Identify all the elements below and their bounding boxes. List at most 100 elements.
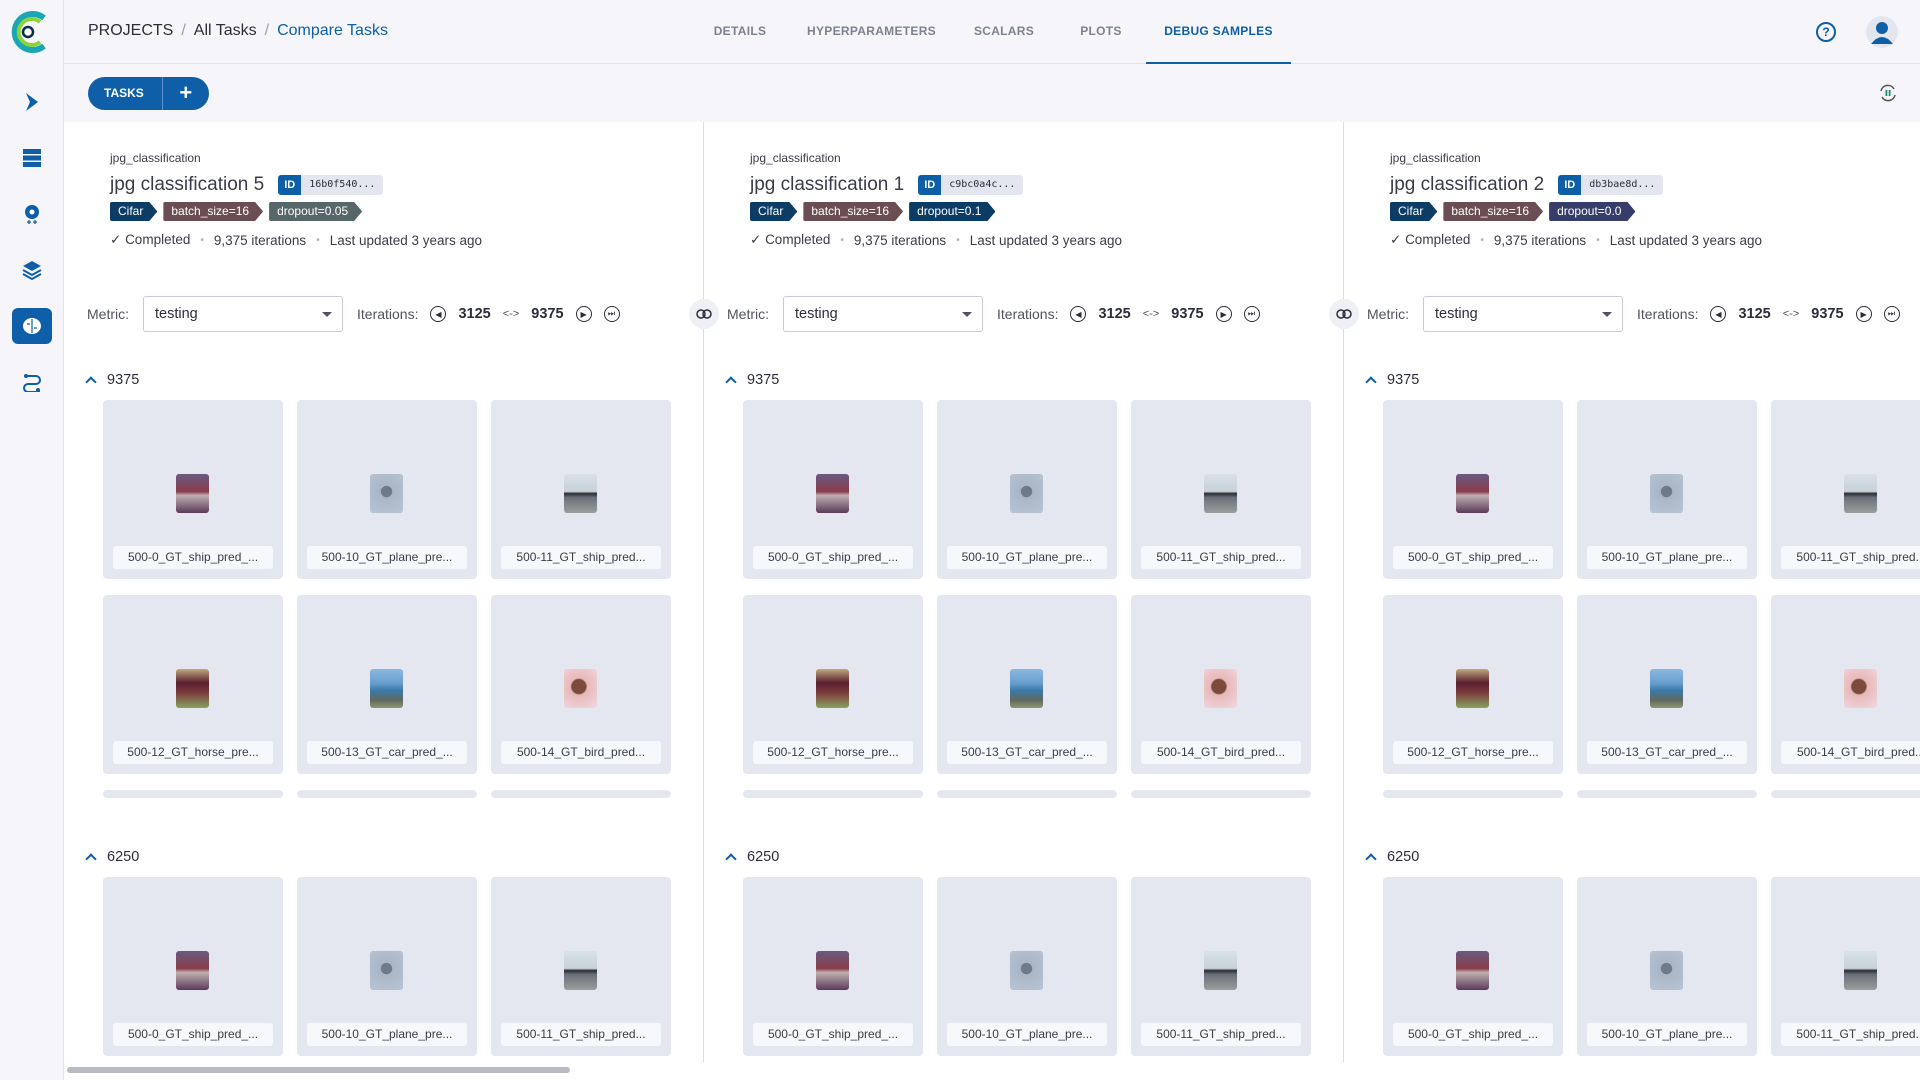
horizontal-scrollbar[interactable] — [67, 1067, 570, 1073]
task-id-badge[interactable]: ID db3bae8d... — [1558, 175, 1664, 195]
next-iteration-icon[interactable]: ▶ — [1215, 306, 1232, 322]
chevron-up-icon[interactable] — [85, 853, 97, 865]
sample-image[interactable] — [1010, 474, 1043, 513]
debug-sample-card[interactable] — [297, 790, 477, 798]
chevron-up-icon[interactable] — [85, 376, 97, 388]
debug-sample-card[interactable] — [1131, 790, 1311, 798]
debug-sample-card[interactable]: 500-13_GT_car_pred_... — [1577, 595, 1757, 774]
chevron-up-icon[interactable] — [725, 853, 737, 865]
add-task-button[interactable]: + — [179, 80, 193, 105]
link-scroll-icon[interactable] — [689, 299, 719, 329]
debug-sample-card[interactable]: 500-11_GT_ship_pred... — [1771, 877, 1920, 1056]
debug-sample-card[interactable]: 500-12_GT_horse_pre... — [103, 595, 283, 774]
tab-scalars[interactable]: SCALARS — [973, 24, 1035, 38]
last-iteration-icon[interactable]: ⏭ — [603, 306, 620, 322]
sidebar-item-orchestration-icon[interactable] — [12, 196, 52, 232]
chevron-up-icon[interactable] — [1365, 376, 1377, 388]
tab-details[interactable]: DETAILS — [713, 24, 767, 38]
debug-sample-card[interactable] — [1577, 790, 1757, 798]
sample-image[interactable] — [1010, 951, 1043, 990]
last-iteration-icon[interactable]: ⏭ — [1243, 306, 1260, 322]
debug-sample-card[interactable]: 500-12_GT_horse_pre... — [1383, 595, 1563, 774]
sidebar-item-experiments-brain-icon[interactable] — [12, 308, 52, 344]
section-header-6250[interactable]: 6250 — [1365, 849, 1419, 865]
sample-image[interactable] — [816, 474, 849, 513]
sample-image[interactable] — [564, 951, 597, 990]
tab-hyperparameters[interactable]: HYPERPARAMETERS — [807, 24, 936, 38]
sidebar-item-reports-flow-icon[interactable] — [12, 364, 52, 400]
debug-sample-card[interactable]: 500-11_GT_ship_pred... — [1771, 400, 1920, 579]
breadcrumb-all-tasks[interactable]: All Tasks — [193, 22, 257, 39]
sample-image[interactable] — [1456, 669, 1489, 708]
section-header-6250[interactable]: 6250 — [85, 849, 139, 865]
task-name[interactable]: jpg classification 2 — [1390, 174, 1545, 195]
sample-image[interactable] — [370, 474, 403, 513]
project-name[interactable]: jpg_classification — [750, 151, 841, 165]
sample-image[interactable] — [564, 669, 597, 708]
previous-iteration-icon[interactable]: ◀ — [1070, 306, 1087, 322]
debug-sample-card[interactable]: 500-0_GT_ship_pred_... — [103, 400, 283, 579]
sample-image[interactable] — [176, 474, 209, 513]
previous-iteration-icon[interactable]: ◀ — [430, 306, 447, 322]
next-iteration-icon[interactable]: ▶ — [1855, 306, 1872, 322]
debug-sample-card[interactable]: 500-10_GT_plane_pre... — [1577, 400, 1757, 579]
task-id-badge[interactable]: ID 16b0f540... — [278, 175, 384, 195]
debug-sample-card[interactable]: 500-12_GT_horse_pre... — [743, 595, 923, 774]
tab-plots[interactable]: PLOTS — [1080, 24, 1122, 38]
sample-image[interactable] — [1844, 951, 1877, 990]
chevron-up-icon[interactable] — [1365, 853, 1377, 865]
debug-sample-card[interactable]: 500-0_GT_ship_pred_... — [1383, 877, 1563, 1056]
project-name[interactable]: jpg_classification — [1390, 151, 1481, 165]
section-header-9375[interactable]: 9375 — [85, 372, 139, 388]
sample-image[interactable] — [1204, 669, 1237, 708]
tab-debug-samples[interactable]: DEBUG SAMPLES — [1146, 0, 1291, 64]
debug-sample-card[interactable]: 500-13_GT_car_pred_... — [297, 595, 477, 774]
sample-image[interactable] — [1204, 474, 1237, 513]
sample-image[interactable] — [564, 474, 597, 513]
sample-image[interactable] — [176, 669, 209, 708]
debug-sample-card[interactable] — [491, 790, 671, 798]
project-name[interactable]: jpg_classification — [110, 151, 201, 165]
debug-sample-card[interactable]: 500-14_GT_bird_pred... — [491, 595, 671, 774]
sample-image[interactable] — [370, 951, 403, 990]
help-circle-icon[interactable]: ? — [1816, 22, 1836, 42]
task-name[interactable]: jpg classification 1 — [750, 174, 905, 195]
sample-image[interactable] — [816, 669, 849, 708]
sample-image[interactable] — [1010, 669, 1043, 708]
chevron-up-icon[interactable] — [725, 376, 737, 388]
debug-sample-card[interactable]: 500-14_GT_bird_pred... — [1771, 595, 1920, 774]
link-scroll-icon[interactable] — [1329, 299, 1359, 329]
sample-image[interactable] — [1650, 951, 1683, 990]
auto-refresh-pause-icon[interactable] — [1878, 83, 1898, 103]
sample-image[interactable] — [176, 951, 209, 990]
tasks-button[interactable]: TASKS — [88, 77, 163, 110]
debug-sample-card[interactable]: 500-11_GT_ship_pred... — [491, 877, 671, 1056]
metric-select[interactable]: testing — [1423, 296, 1623, 332]
debug-sample-card[interactable] — [743, 790, 923, 798]
debug-sample-card[interactable]: 500-10_GT_plane_pre... — [1577, 877, 1757, 1056]
sidebar-item-datasets-icon[interactable] — [12, 140, 52, 176]
debug-sample-card[interactable] — [1383, 790, 1563, 798]
debug-sample-card[interactable]: 500-0_GT_ship_pred_... — [1383, 400, 1563, 579]
debug-sample-card[interactable] — [103, 790, 283, 798]
next-iteration-icon[interactable]: ▶ — [575, 306, 592, 322]
section-header-6250[interactable]: 6250 — [725, 849, 779, 865]
task-id-badge[interactable]: ID c9bc0a4c... — [918, 175, 1024, 195]
metric-select[interactable]: testing — [783, 296, 983, 332]
sidebar-item-pipelines-icon[interactable] — [12, 84, 52, 120]
debug-sample-card[interactable]: 500-10_GT_plane_pre... — [297, 400, 477, 579]
debug-sample-card[interactable]: 500-0_GT_ship_pred_... — [743, 877, 923, 1056]
sample-image[interactable] — [1650, 474, 1683, 513]
clearml-logo[interactable] — [8, 8, 52, 56]
debug-sample-card[interactable]: 500-13_GT_car_pred_... — [937, 595, 1117, 774]
metric-select[interactable]: testing — [143, 296, 343, 332]
sample-image[interactable] — [1844, 474, 1877, 513]
sample-image[interactable] — [1456, 951, 1489, 990]
debug-sample-card[interactable] — [1771, 790, 1920, 798]
debug-sample-card[interactable] — [937, 790, 1117, 798]
debug-sample-card[interactable]: 500-11_GT_ship_pred... — [1131, 400, 1311, 579]
debug-sample-card[interactable]: 500-0_GT_ship_pred_... — [743, 400, 923, 579]
sample-image[interactable] — [1204, 951, 1237, 990]
sidebar-item-model-layers-icon[interactable] — [12, 252, 52, 288]
section-header-9375[interactable]: 9375 — [725, 372, 779, 388]
